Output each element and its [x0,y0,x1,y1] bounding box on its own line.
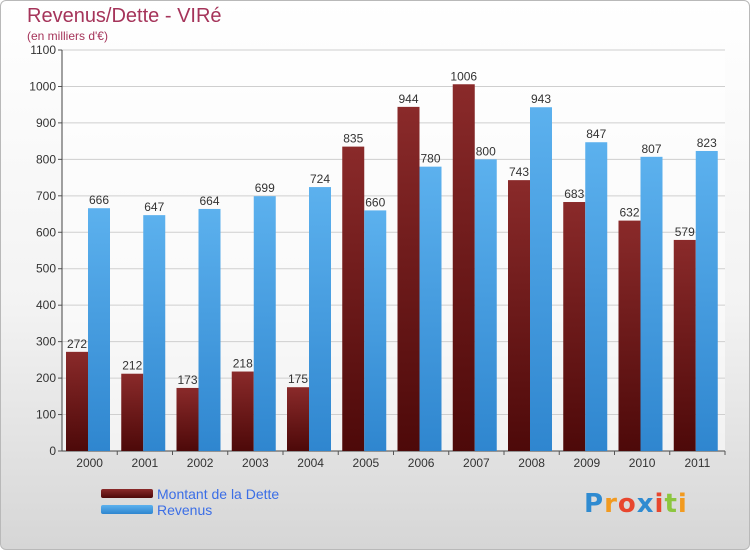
bar-revenus [419,166,442,451]
x-tick-label: 2007 [463,456,490,470]
bar-revenus [585,142,608,452]
chart-title: Revenus/Dette - VIRé [27,5,222,27]
data-label-dette: 173 [177,373,197,387]
data-label-dette: 683 [564,187,584,201]
y-tick-label: 0 [49,444,56,458]
data-label-dette: 944 [398,92,418,106]
logo-letter: P [584,489,605,519]
bar-revenus [474,159,497,451]
bar-revenus [530,107,552,451]
data-label-revenus: 660 [365,195,385,209]
bar-dette [176,387,199,451]
data-label-revenus: 724 [310,172,330,186]
bar-dette [397,106,420,452]
bar-revenus [364,210,387,451]
y-tick-label: 400 [36,298,56,312]
data-label-dette: 835 [343,132,363,146]
data-label-revenus: 800 [476,144,496,158]
data-label-dette: 175 [288,372,308,386]
logo-letter: t [664,489,678,519]
bar-dette [231,371,254,451]
y-tick-label: 600 [36,225,56,239]
bar-dette [618,220,641,451]
data-label-revenus: 823 [697,136,717,150]
data-label-revenus: 807 [641,142,661,156]
x-tick-label: 2006 [408,456,435,470]
y-tick-label: 500 [36,262,56,276]
bar-dette [673,239,696,451]
logo-letter: i [677,489,688,519]
bar-dette [66,351,88,451]
bar-revenus [143,215,166,451]
chart-subtitle: (en milliers d'€) [27,29,108,43]
y-tick-label: 1100 [30,43,56,57]
data-label-dette: 579 [675,225,695,239]
data-label-dette: 632 [619,206,639,220]
data-label-dette: 272 [67,337,87,351]
logo-letter: r [604,489,618,519]
data-label-revenus: 699 [255,181,275,195]
legend-swatch-revenus [101,505,153,514]
data-label-revenus: 664 [199,194,219,208]
y-tick-label: 1000 [29,79,56,93]
logo-letter: x [636,489,655,519]
x-tick-label: 2011 [684,456,710,470]
x-tick-label: 2010 [629,456,656,470]
y-tick-label: 700 [36,189,56,203]
data-label-revenus: 780 [420,152,440,166]
y-tick-label: 800 [36,152,56,166]
x-tick-label: 2000 [76,456,103,470]
bar-revenus [253,196,276,451]
bar-revenus [695,150,718,451]
logo-letter: i [654,489,665,519]
x-tick-label: 2008 [518,456,545,470]
legend-swatch-dette [101,489,153,498]
y-tick-label: 200 [36,371,56,385]
bar-dette [342,146,365,451]
legend-label-dette: Montant de la Dette [157,486,280,502]
bar-dette [508,180,530,451]
data-label-revenus: 847 [586,127,606,141]
data-label-dette: 1006 [450,69,477,83]
y-tick-label: 100 [36,408,56,422]
data-label-dette: 212 [122,359,142,373]
bar-revenus [309,187,331,451]
bar-revenus [640,156,663,451]
data-label-dette: 743 [509,165,529,179]
x-tick-label: 2004 [297,456,324,470]
logo-letter: o [617,489,637,519]
plot-area [62,50,725,451]
x-tick-label: 2001 [132,456,159,470]
bar-revenus [198,208,221,451]
data-label-revenus: 666 [89,193,109,207]
bar-chart: 0 100 200 300 400 500 600 700 800 900 1000 1100 272 6… [29,43,726,470]
x-tick-label: 2002 [187,456,214,470]
x-tick-label: 2009 [574,456,601,470]
proxiti-logo: Proxiti [584,489,688,519]
bar-dette [452,84,475,451]
y-tick-label: 300 [36,335,56,349]
data-label-dette: 218 [233,357,253,371]
bar-dette [121,373,144,451]
legend-label-revenus: Revenus [157,502,213,518]
data-label-revenus: 647 [144,200,164,214]
x-tick-label: 2005 [353,456,380,470]
bar-dette [563,202,586,451]
data-label-revenus: 943 [531,92,551,106]
y-tick-label: 900 [36,116,56,130]
bar-dette [287,387,309,451]
bar-revenus [88,208,110,451]
x-tick-label: 2003 [242,456,269,470]
